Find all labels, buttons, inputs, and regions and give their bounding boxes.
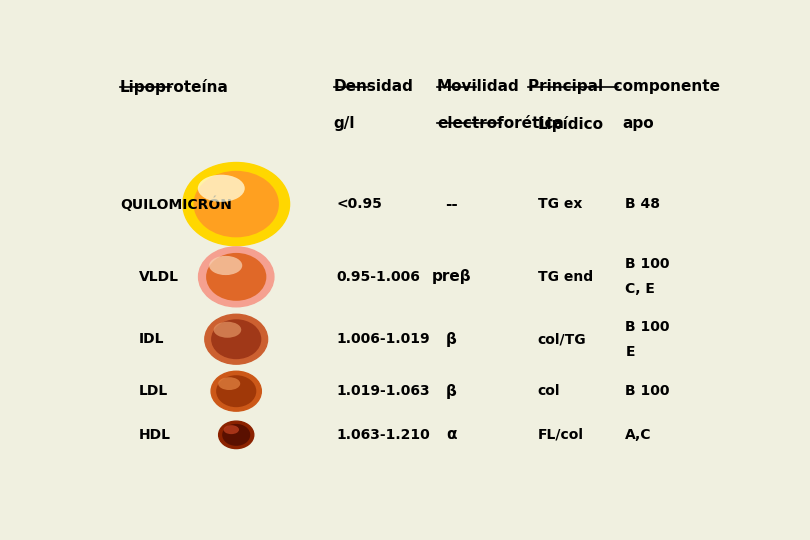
Text: IDL: IDL xyxy=(139,332,164,346)
Text: TG ex: TG ex xyxy=(538,197,582,211)
Text: Lipoproteína: Lipoproteína xyxy=(120,79,229,96)
Text: apo: apo xyxy=(622,116,654,131)
Ellipse shape xyxy=(209,256,242,275)
Text: 1.006-1.019: 1.006-1.019 xyxy=(337,332,430,346)
Text: <0.95: <0.95 xyxy=(337,197,382,211)
Text: Principal  componente: Principal componente xyxy=(528,79,720,94)
Ellipse shape xyxy=(198,174,245,202)
Ellipse shape xyxy=(218,377,241,390)
Ellipse shape xyxy=(214,322,241,338)
Text: col/TG: col/TG xyxy=(538,332,586,346)
Text: electroforética: electroforética xyxy=(437,116,564,131)
Ellipse shape xyxy=(198,247,274,307)
Ellipse shape xyxy=(219,421,254,449)
Ellipse shape xyxy=(183,163,290,246)
Text: 1.019-1.063: 1.019-1.063 xyxy=(337,384,430,398)
Text: A,C: A,C xyxy=(625,428,652,442)
Text: col: col xyxy=(538,384,560,398)
Ellipse shape xyxy=(222,424,250,446)
Ellipse shape xyxy=(205,314,267,364)
Text: QUILOMICRÓN: QUILOMICRÓN xyxy=(120,197,232,212)
Text: Movilidad: Movilidad xyxy=(437,79,520,94)
Ellipse shape xyxy=(211,371,262,411)
Ellipse shape xyxy=(216,375,256,407)
Text: α: α xyxy=(446,427,457,442)
Text: Lipídico: Lipídico xyxy=(538,116,603,132)
Text: β: β xyxy=(446,384,457,399)
Ellipse shape xyxy=(206,253,266,301)
Text: 0.95-1.006: 0.95-1.006 xyxy=(337,270,420,284)
Text: β: β xyxy=(446,332,457,347)
Text: --: -- xyxy=(446,197,458,212)
Text: HDL: HDL xyxy=(139,428,171,442)
Text: B 100: B 100 xyxy=(625,258,670,272)
Text: TG end: TG end xyxy=(538,270,593,284)
Text: VLDL: VLDL xyxy=(139,270,179,284)
Text: B 48: B 48 xyxy=(625,197,660,211)
Ellipse shape xyxy=(194,171,279,238)
Text: E: E xyxy=(625,345,635,359)
Ellipse shape xyxy=(211,319,262,359)
Text: C, E: C, E xyxy=(625,282,655,296)
Text: g/l: g/l xyxy=(334,116,355,131)
Text: B 100: B 100 xyxy=(625,320,670,334)
Text: B 100: B 100 xyxy=(625,384,670,398)
Text: preβ: preβ xyxy=(432,269,471,285)
Text: 1.063-1.210: 1.063-1.210 xyxy=(337,428,430,442)
Text: FL/col: FL/col xyxy=(538,428,583,442)
Text: Densidad: Densidad xyxy=(334,79,413,94)
Text: LDL: LDL xyxy=(139,384,168,398)
Ellipse shape xyxy=(224,425,239,434)
